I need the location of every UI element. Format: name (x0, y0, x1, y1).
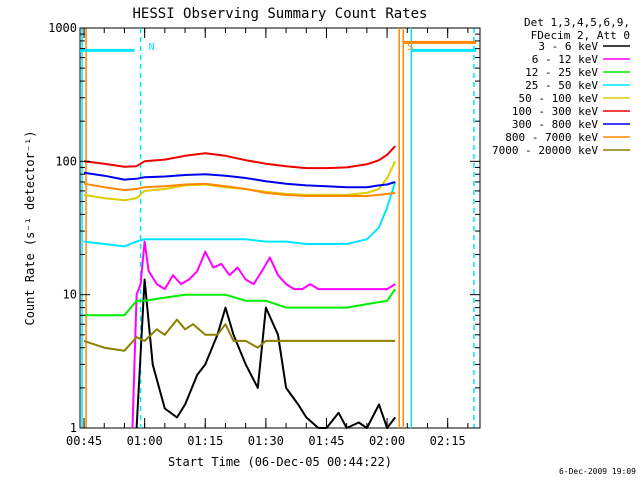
y-tick-label-3: 1000 (48, 21, 77, 35)
x-tick-label-0: 00:45 (66, 434, 102, 448)
x-tick-label-1: 01:00 (127, 434, 163, 448)
x-tick-label-5: 02:00 (369, 434, 405, 448)
series-line-8 (83, 318, 396, 352)
legend-label-3: 25 - 50 keV (525, 79, 598, 92)
axes: 1 10 100 1000 00:45 01:00 01:15 01:30 01:45 02:00… (48, 21, 480, 448)
chart-title: HESSI Observing Summary Count Rates (132, 6, 427, 22)
series-line-1 (131, 240, 396, 429)
series-lines (83, 145, 397, 429)
marker-s: S (407, 42, 413, 53)
x-axis-label: Start Time (06-Dec-05 00:44:22) (168, 455, 392, 469)
y-axis-label: Count Rate (s⁻¹ detector⁻¹) (23, 130, 37, 325)
footer-timestamp: 6-Dec-2009 19:09 (559, 467, 636, 476)
y-tick-label-0: 1 (70, 421, 77, 435)
legend-label-2: 12 - 25 keV (525, 66, 598, 79)
series-line-3 (83, 181, 397, 248)
legend-label-4: 50 - 100 keV (519, 92, 599, 105)
plot-frame (79, 27, 481, 429)
series-line-5 (83, 145, 396, 170)
legend: Det 1,3,4,5,6,9,FDecim 2, Att 03 - 6 keV… (492, 16, 630, 157)
legend-label-6: 300 - 800 keV (512, 118, 598, 131)
series-line-6 (83, 171, 396, 189)
legend-label-5: 100 - 300 keV (512, 105, 598, 118)
y-tick-label-2: 100 (55, 154, 77, 168)
legend-label-0: 3 - 6 keV (538, 40, 598, 53)
x-tick-label-4: 01:45 (308, 434, 344, 448)
x-tick-label-6: 02:15 (430, 434, 466, 448)
legend-header-0: Det 1,3,4,5,6,9, (524, 16, 630, 29)
legend-header-1: FDecim 2, Att 0 (531, 29, 630, 42)
series-line-7 (83, 182, 396, 197)
x-tick-label-3: 01:30 (248, 434, 284, 448)
series-line-0 (135, 278, 396, 429)
legend-label-1: 6 - 12 keV (532, 53, 599, 66)
y-tick-label-1: 10 (63, 288, 77, 302)
series-line-2 (84, 288, 397, 317)
marker-n: N (149, 42, 155, 53)
legend-label-8: 7000 - 20000 keV (492, 144, 598, 157)
x-tick-label-2: 01:15 (187, 434, 223, 448)
legend-label-7: 800 - 7000 keV (505, 131, 598, 144)
